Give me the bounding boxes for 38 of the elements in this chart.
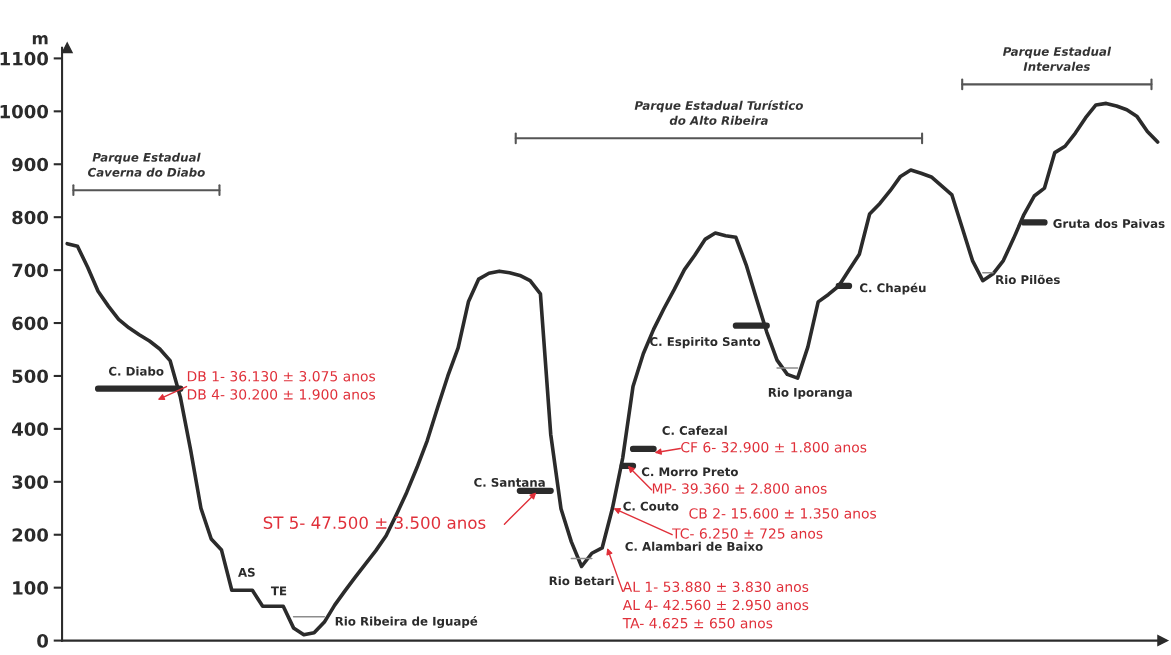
annotation: CF 6- 32.900 ± 1.800 anos — [681, 441, 867, 453]
annotation: CB 2- 15.600 ± 1.350 anos — [689, 508, 877, 519]
annotation: C. Santana — [474, 477, 545, 487]
annotation: C. Diabo — [108, 366, 164, 376]
annotation: TC- 6.250 ± 725 anos — [672, 528, 823, 539]
annotation: Parque Estadual Intervales — [1002, 46, 1112, 71]
y-tick-label: 700 — [12, 263, 49, 278]
annotation: C. Chapéu — [859, 282, 926, 295]
y-tick-label: 800 — [12, 210, 49, 225]
annotation: C. Cafezal — [662, 425, 727, 435]
annotation: MP- 39.360 ± 2.800 anos — [652, 483, 827, 494]
annotation: DB 1- 36.130 ± 3.075 anos DB 4- 30.200 ± 1.900 anos — [187, 370, 376, 400]
y-tick-label: 0 — [37, 634, 49, 648]
annotation: C. Couto — [623, 501, 679, 511]
y-tick-label: 100 — [13, 581, 49, 595]
y-tick-label: 900 — [12, 157, 49, 172]
annotation: Rio Ribeira de Iguapé — [335, 616, 478, 629]
y-tick-label: 1000 — [0, 104, 49, 119]
annotation: Rio Iporanga — [768, 387, 852, 400]
y-tick-label: 500 — [12, 369, 49, 384]
annotation: TE — [270, 586, 287, 596]
y-axis-title: m — [32, 35, 48, 45]
y-tick-label: 300 — [12, 475, 49, 489]
annotation: C. Espirito Santo — [650, 336, 761, 349]
annotation: Gruta dos Paivas — [1053, 218, 1165, 229]
annotation: Rio Pilões — [996, 274, 1060, 285]
annotation: AS — [238, 567, 255, 577]
y-tick-label: 1100 — [0, 51, 49, 66]
annotation: ST 5- 47.500 ± 3.500 anos — [263, 516, 486, 529]
annotation: C. Morro Preto — [641, 467, 738, 477]
annotation: Parque Estadual Turístico do Alto Ribeira — [634, 100, 803, 125]
y-tick-label: 200 — [12, 528, 49, 542]
annotation: Rio Betari — [549, 576, 614, 586]
annotation: Parque Estadual Caverna do Diabo — [88, 152, 205, 177]
y-tick-label: 600 — [12, 316, 49, 331]
annotation: C. Alambari de Baixo — [625, 541, 763, 551]
y-tick-label: 400 — [11, 422, 49, 436]
annotation: AL 1- 53.880 ± 3.830 anos AL 4- 42.560 ± 2.950 anos TA- 4.625 ± 650 anos — [622, 581, 809, 629]
